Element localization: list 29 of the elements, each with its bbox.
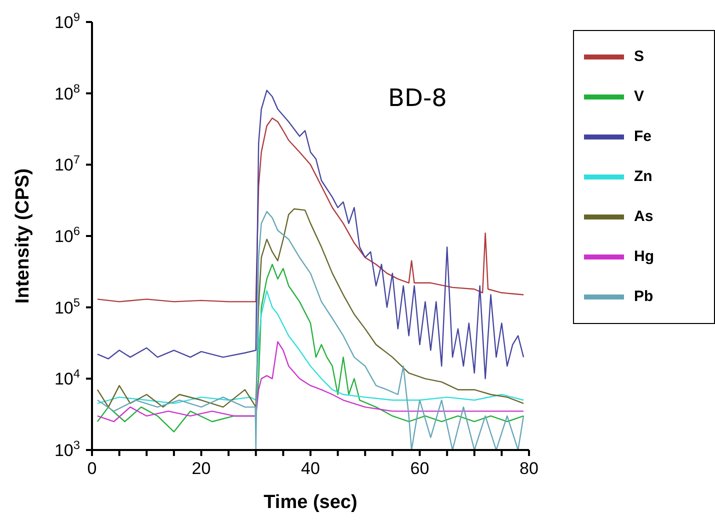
line-series: [96, 341, 524, 422]
x-tick-label: 20: [192, 459, 211, 478]
legend-label: Pb: [634, 288, 654, 305]
y-tick-label: 10$^{4}$: [54, 366, 80, 389]
legend-label: As: [634, 208, 654, 225]
line-series: [96, 117, 524, 302]
x-tick-label: 40: [301, 459, 320, 478]
x-axis-title: Time (sec): [264, 492, 358, 513]
legend-label: Fe: [634, 128, 652, 145]
y-tick-label: 10$^{7}$: [54, 152, 80, 175]
legend-label: Hg: [634, 248, 654, 265]
x-tick-label: 80: [520, 459, 538, 478]
legend-label: V: [634, 88, 644, 105]
x-tick-label: 60: [410, 459, 430, 478]
y-tick-label: 10$^{5}$: [54, 295, 80, 318]
y-tick-label: 10$^{6}$: [54, 224, 80, 246]
line-series: [96, 264, 524, 432]
y-tick-label: 10$^{3}$: [54, 438, 80, 460]
y-axis-title: Intensity (CPS): [12, 168, 34, 304]
legend-label: S: [634, 48, 644, 65]
legend-label: Zn: [634, 168, 652, 185]
line-series: [96, 210, 524, 450]
line-series: [96, 208, 524, 408]
y-tick-label: 10$^{8}$: [54, 81, 80, 104]
y-tick-label: 10$^{9}$: [54, 10, 80, 32]
line-series: [96, 290, 524, 404]
x-tick-label: 0: [87, 459, 97, 478]
line-series: [96, 90, 524, 380]
annotation: BD-8: [388, 84, 447, 112]
